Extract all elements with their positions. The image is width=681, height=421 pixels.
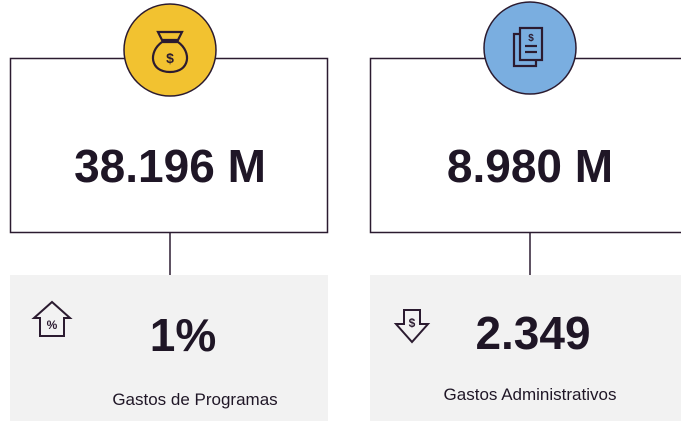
- svg-text:$: $: [528, 33, 534, 44]
- card-label: Gastos Administrativos: [444, 385, 617, 404]
- money-bag-icon: $: [152, 30, 188, 74]
- svg-text:$: $: [166, 50, 174, 66]
- card-value: 38.196 M: [74, 140, 266, 192]
- stat-panel: [370, 275, 681, 421]
- card: $ 38.196 M % 1% Gastos de Programas: [9, 3, 329, 421]
- icon-circle: [123, 3, 217, 97]
- svg-text:%: %: [47, 318, 58, 332]
- card-stat: 2.349: [475, 307, 590, 359]
- down-arrow-icon: $: [393, 309, 431, 344]
- card: $ 8.980 M $ 2.349 Gastos Administrativos: [369, 1, 681, 421]
- svg-text:$: $: [409, 316, 416, 330]
- documents-icon: $: [512, 26, 544, 68]
- stat-panel: [10, 275, 328, 421]
- card-stat: 1%: [150, 309, 216, 361]
- percent-house-icon: %: [31, 300, 73, 337]
- card-value: 8.980 M: [447, 140, 613, 192]
- card-label: Gastos de Programas: [112, 390, 277, 409]
